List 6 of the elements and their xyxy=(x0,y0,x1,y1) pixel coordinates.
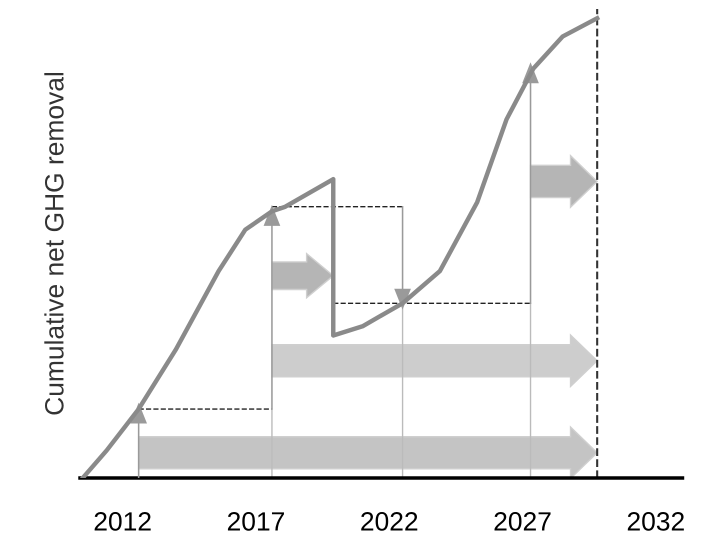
x-tick-label: 2012 xyxy=(94,512,151,531)
x-tick-label: 2032 xyxy=(628,512,684,531)
x-tick-label: 2027 xyxy=(494,512,551,531)
y-axis-title: Cumulative net GHG removal xyxy=(44,72,64,414)
x-tick-label: 2017 xyxy=(228,512,284,531)
x-tick-label: 2022 xyxy=(361,512,418,531)
